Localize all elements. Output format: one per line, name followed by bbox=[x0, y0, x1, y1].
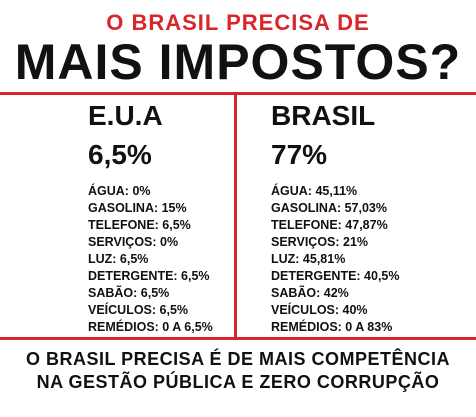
brasil-tax-item: TELEFONE: 47,87% bbox=[271, 218, 388, 232]
brasil-tax-item: SABÃO: 42% bbox=[271, 286, 349, 300]
usa-tax-item: GASOLINA: 15% bbox=[88, 201, 187, 215]
usa-tax-item: SERVIÇOS: 0% bbox=[88, 235, 179, 249]
usa-column: E.U.A 6,5% ÁGUA: 0% GASOLINA: 15% TELEFO… bbox=[88, 100, 213, 336]
column-divider bbox=[234, 95, 237, 337]
usa-tax-item: LUZ: 6,5% bbox=[88, 252, 149, 266]
brasil-country-name: BRASIL bbox=[271, 100, 376, 131]
usa-tax-item: SABÃO: 6,5% bbox=[88, 286, 170, 300]
usa-total-tax: 6,5% bbox=[88, 139, 152, 170]
brasil-tax-item: LUZ: 45,81% bbox=[271, 252, 346, 266]
brasil-tax-list: ÁGUA: 45,11% GASOLINA: 57,03% TELEFONE: … bbox=[271, 183, 400, 336]
brasil-tax-item: GASOLINA: 57,03% bbox=[271, 201, 388, 215]
usa-country-name: E.U.A bbox=[88, 100, 163, 131]
brasil-tax-item: DETERGENTE: 40,5% bbox=[271, 269, 400, 283]
header-subtitle: O BRASIL PRECISA DE bbox=[106, 10, 370, 35]
footer-line-2: NA GESTÃO PÚBLICA E ZERO CORRUPÇÃO bbox=[36, 372, 440, 392]
brasil-tax-item: VEÍCULOS: 40% bbox=[271, 303, 368, 317]
brasil-tax-item: SERVIÇOS: 21% bbox=[271, 235, 369, 249]
usa-tax-item: TELEFONE: 6,5% bbox=[88, 218, 191, 232]
bottom-divider bbox=[0, 337, 476, 340]
brasil-total-tax: 77% bbox=[271, 139, 328, 170]
brasil-tax-item: REMÉDIOS: 0 A 83% bbox=[271, 320, 393, 334]
footer-line-1: O BRASIL PRECISA É DE MAIS COMPETÊNCIA bbox=[25, 349, 451, 369]
header: O BRASIL PRECISA DE MAIS IMPOSTOS? bbox=[0, 0, 476, 96]
brasil-column: BRASIL 77% ÁGUA: 45,11% GASOLINA: 57,03%… bbox=[271, 100, 400, 336]
usa-tax-item: VEÍCULOS: 6,5% bbox=[88, 303, 189, 317]
usa-tax-list: ÁGUA: 0% GASOLINA: 15% TELEFONE: 6,5% SE… bbox=[88, 183, 213, 336]
usa-tax-item: ÁGUA: 0% bbox=[88, 184, 151, 198]
top-divider bbox=[0, 92, 476, 95]
brasil-tax-item: ÁGUA: 45,11% bbox=[271, 184, 358, 198]
footer: O BRASIL PRECISA É DE MAIS COMPETÊNCIA N… bbox=[0, 348, 476, 394]
header-title: MAIS IMPOSTOS? bbox=[14, 34, 462, 90]
usa-tax-item: REMÉDIOS: 0 A 6,5% bbox=[88, 320, 213, 334]
usa-tax-item: DETERGENTE: 6,5% bbox=[88, 269, 210, 283]
